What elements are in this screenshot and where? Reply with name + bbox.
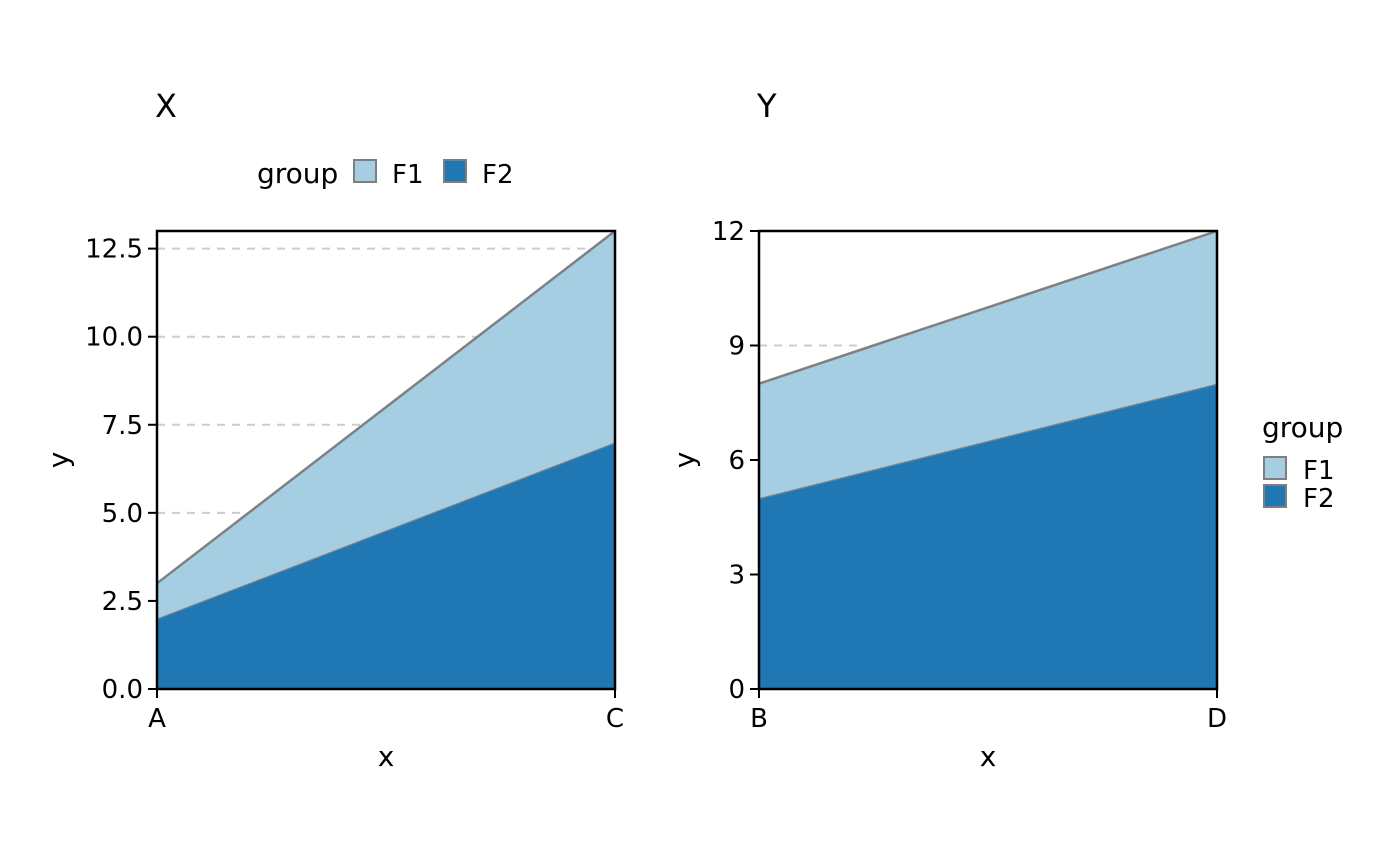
area-outline-f2 xyxy=(758,382,1218,500)
panel-y-ytick-label: 6 xyxy=(728,446,745,476)
panel-x-areas xyxy=(156,230,616,689)
panel-x-ytick-label: 7.5 xyxy=(102,411,143,441)
panel-x-ytick-label: 5.0 xyxy=(102,499,143,529)
panel-x-legend-label-f1: F1 xyxy=(392,160,424,190)
panel-x-ytick-label: 10.0 xyxy=(85,323,143,353)
panel-y-legend-title: group xyxy=(1262,411,1343,444)
area-outline-f1 xyxy=(156,230,616,585)
panel-x-legend-label-f2: F2 xyxy=(482,160,514,190)
panel-x-ytick-label: 2.5 xyxy=(102,587,143,617)
panel-y-legend-label-f1: F1 xyxy=(1303,456,1335,486)
panel-x-y-axis: 0.0 2.5 5.0 7.5 10.0 12.5 xyxy=(85,235,157,705)
panel-x-frame xyxy=(155,229,617,691)
panel-x-legend-title: group xyxy=(257,157,338,190)
panel-x-xtick-label-a: A xyxy=(148,704,166,734)
panel-y-areas xyxy=(758,229,1218,689)
panel-x-legend: group F1 F2 xyxy=(257,157,514,190)
panel-x: X group F1 F2 0.0 2.5 5.0 7.5 10.0 12.5 A C x… xyxy=(42,87,624,773)
panel-x-x-axis: A C xyxy=(148,689,624,734)
panel-y-legend-swatch-f1 xyxy=(1263,456,1287,480)
area-f2 xyxy=(759,383,1217,689)
panel-y-x-axis: B D xyxy=(750,689,1227,734)
area-outline-f1 xyxy=(758,229,1218,385)
panel-y-ytick-label: 0 xyxy=(728,675,745,705)
area-f2 xyxy=(157,442,615,689)
panel-y-title: Y xyxy=(756,87,777,125)
panel-y-xlabel: x xyxy=(980,740,997,773)
panel-y-ylabel: y xyxy=(668,452,701,469)
panel-y-xtick-label-b: B xyxy=(750,704,768,734)
panel-x-xtick-label-c: C xyxy=(606,704,624,734)
panel-y-legend-swatch-f2 xyxy=(1263,484,1287,508)
panel-x-legend-swatch-f1 xyxy=(353,159,377,183)
panel-x-ytick-label: 12.5 xyxy=(85,235,143,265)
panel-x-ytick-label: 0.0 xyxy=(102,675,143,705)
panel-y-xtick-label-d: D xyxy=(1207,704,1227,734)
panel-y-legend-label-f2: F2 xyxy=(1303,484,1335,514)
area-f1 xyxy=(759,231,1217,499)
area-f1 xyxy=(157,231,615,619)
panel-y-legend: group F1 F2 xyxy=(1262,411,1343,514)
panel-y-y-axis: 0 3 6 9 12 xyxy=(712,217,759,705)
panel-y-ytick-label: 3 xyxy=(728,561,745,591)
panel-y-ytick-label: 12 xyxy=(712,217,745,247)
panel-x-legend-swatch-f2 xyxy=(443,159,467,183)
panel-x-ylabel: y xyxy=(42,452,75,469)
panel-y: Y 0 3 6 9 12 B D x y group F1 F2 xyxy=(668,87,1343,773)
panel-x-xlabel: x xyxy=(378,740,395,773)
panel-y-ytick-label: 9 xyxy=(728,332,745,362)
panel-x-title: X xyxy=(155,87,177,125)
